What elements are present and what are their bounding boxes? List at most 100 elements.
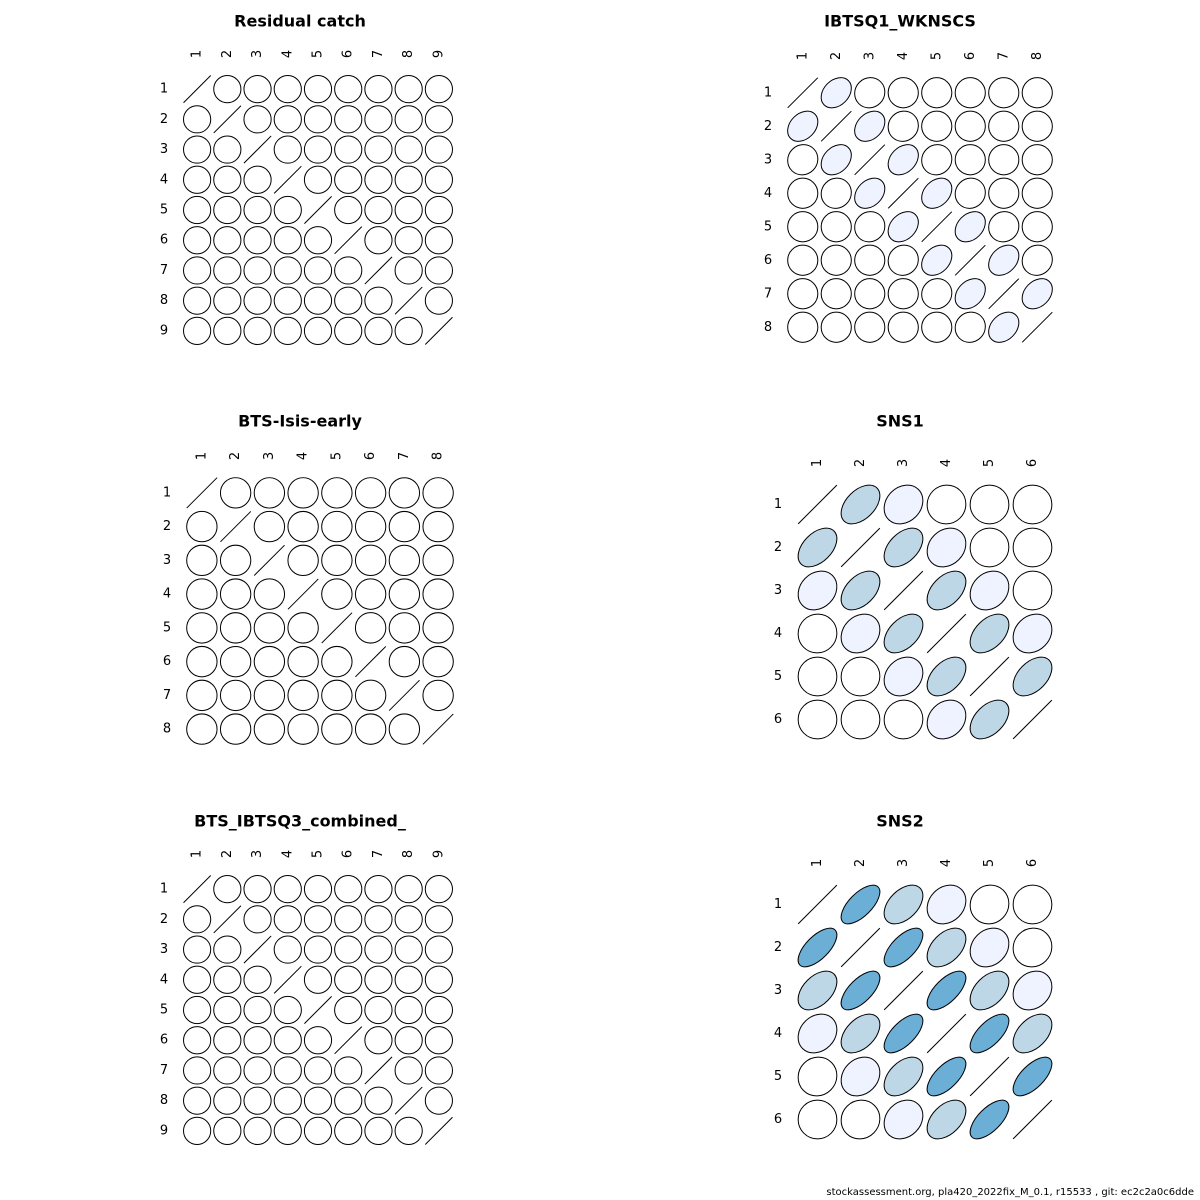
corr-ellipse xyxy=(954,177,986,209)
corr-ellipse xyxy=(422,510,454,543)
row-tick-label: 1 xyxy=(764,85,772,100)
diagonal-mark xyxy=(926,1013,967,1054)
diagonal-mark xyxy=(883,570,924,611)
row-tick-label: 3 xyxy=(160,942,168,957)
corr-ellipse xyxy=(394,75,423,104)
column-tick-label: 2 xyxy=(220,50,235,58)
row-tick-label: 6 xyxy=(764,253,772,268)
diagonal-mark xyxy=(921,211,953,243)
corr-ellipse xyxy=(334,135,363,164)
corr-ellipse xyxy=(969,1013,1010,1054)
corr-ellipse xyxy=(424,75,453,104)
corr-ellipse xyxy=(303,105,333,134)
corr-ellipse xyxy=(1012,1056,1053,1097)
corr-ellipse xyxy=(797,927,838,968)
row-tick-label: 6 xyxy=(163,654,171,669)
diagonal-mark xyxy=(1012,1099,1053,1140)
corr-ellipse xyxy=(213,316,242,345)
corr-ellipse xyxy=(321,510,353,543)
diagonal-mark xyxy=(253,544,285,576)
corr-ellipse xyxy=(394,935,423,964)
corr-ellipse xyxy=(887,278,919,310)
corr-ellipse xyxy=(364,1026,393,1055)
corr-ellipse xyxy=(186,612,218,644)
corr-ellipse xyxy=(424,1056,453,1085)
corr-ellipse xyxy=(321,578,353,610)
corr-ellipse xyxy=(253,510,286,543)
corr-ellipse xyxy=(243,965,272,994)
diagonal-mark xyxy=(854,144,886,176)
corr-ellipse xyxy=(921,311,953,343)
corr-ellipse xyxy=(424,105,453,134)
row-tick-label: 7 xyxy=(160,263,168,278)
corr-ellipse xyxy=(820,278,852,310)
row-tick-label: 2 xyxy=(163,519,171,534)
corr-ellipse xyxy=(243,286,272,315)
corr-ellipse xyxy=(883,656,924,697)
corr-ellipse xyxy=(334,165,363,194)
corr-ellipse xyxy=(840,884,881,925)
corr-ellipse xyxy=(364,1116,393,1145)
row-tick-label: 7 xyxy=(163,688,171,703)
corr-ellipse xyxy=(364,1086,393,1115)
column-tick-label: 4 xyxy=(939,459,954,467)
corr-ellipse xyxy=(926,527,967,568)
column-tick-label: 5 xyxy=(982,459,997,467)
corr-ellipse xyxy=(854,278,886,310)
corr-ellipse xyxy=(394,165,423,194)
corr-panel-6: SNS2 1 2 3 4 5 6 1 2 3 4 5 6 xyxy=(774,812,1053,1140)
column-tick-label: 2 xyxy=(220,850,235,858)
corr-ellipse xyxy=(988,110,1020,142)
corr-ellipse xyxy=(926,1099,967,1140)
corr-ellipse xyxy=(388,713,421,745)
corr-ellipse xyxy=(354,477,387,509)
corr-ellipse xyxy=(183,1116,212,1145)
diagonal-mark xyxy=(183,875,212,904)
corr-ellipse xyxy=(394,1026,423,1055)
corr-ellipse xyxy=(988,244,1020,276)
column-tick-label: 5 xyxy=(329,452,344,460)
corr-ellipse xyxy=(820,77,852,109)
row-tick-label: 8 xyxy=(764,320,772,335)
corr-ellipse xyxy=(969,527,1010,568)
corr-ellipse xyxy=(883,613,924,654)
corr-ellipse xyxy=(422,612,454,644)
panel-title: Residual catch xyxy=(234,12,366,31)
corr-ellipse xyxy=(183,165,212,194)
corr-ellipse xyxy=(954,278,986,310)
corr-ellipse xyxy=(364,195,393,225)
corr-ellipse xyxy=(213,875,242,904)
corr-ellipse xyxy=(243,165,272,194)
panel-title: BTS-Isis-early xyxy=(238,412,362,431)
corr-ellipse xyxy=(219,645,252,678)
corr-ellipse xyxy=(1012,884,1053,925)
diagonal-mark xyxy=(334,226,363,255)
diagonal-mark xyxy=(364,256,393,285)
diagonal-mark xyxy=(424,1116,453,1145)
row-tick-label: 1 xyxy=(774,897,782,912)
corr-ellipse xyxy=(840,970,881,1011)
diagonal-mark xyxy=(213,905,242,934)
column-tick-label: 7 xyxy=(397,452,412,460)
column-tick-label: 6 xyxy=(1025,459,1040,467)
corr-ellipse xyxy=(273,905,302,934)
column-tick-label: 3 xyxy=(896,859,911,867)
corr-ellipse xyxy=(303,75,333,104)
column-tick-label: 2 xyxy=(829,52,844,60)
corr-ellipse xyxy=(273,135,302,164)
corr-ellipse xyxy=(926,699,967,740)
corr-ellipse xyxy=(883,527,924,568)
corr-ellipse xyxy=(394,105,423,134)
corr-ellipse xyxy=(303,135,333,164)
corr-ellipse xyxy=(921,278,953,310)
corr-ellipse xyxy=(422,578,454,610)
corr-ellipse xyxy=(388,645,421,678)
corr-ellipse xyxy=(303,256,333,285)
corr-ellipse xyxy=(303,875,333,904)
corr-ellipse xyxy=(186,510,218,543)
footer-credit: stockassessment.org, pla420_2022fix_M_0.… xyxy=(826,1187,1194,1198)
corr-ellipse xyxy=(186,578,218,610)
row-tick-label: 9 xyxy=(160,1123,168,1138)
corr-ellipse xyxy=(840,656,881,697)
corr-ellipse xyxy=(183,905,212,934)
